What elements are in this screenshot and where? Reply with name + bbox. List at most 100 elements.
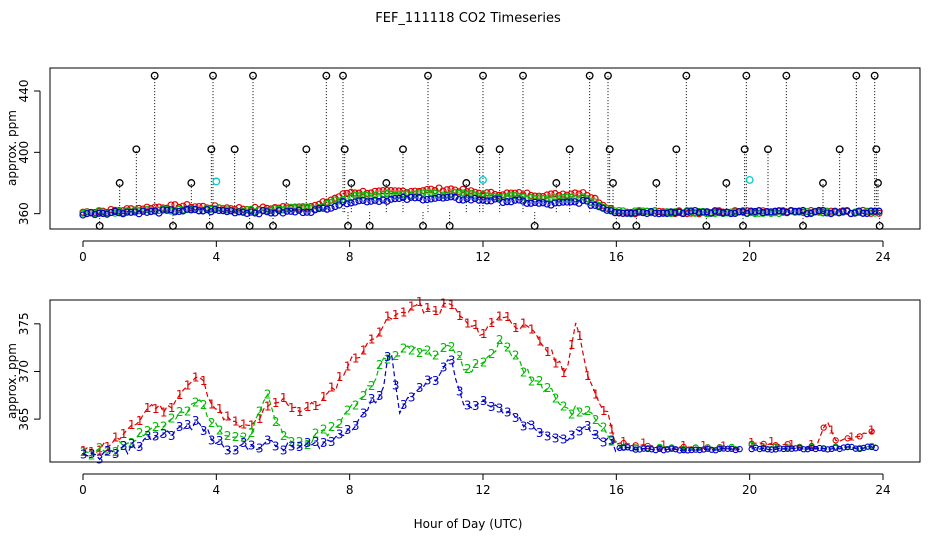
reference-point bbox=[764, 145, 772, 154]
series-3-point bbox=[839, 207, 847, 216]
series-2-marker: 2 bbox=[208, 416, 216, 430]
series-3-point bbox=[647, 207, 655, 216]
series-1-marker: 1 bbox=[620, 435, 627, 448]
series-3-point bbox=[723, 208, 731, 216]
series-2-marker: 2 bbox=[312, 427, 320, 441]
series-3-point bbox=[347, 199, 355, 207]
series-2-point bbox=[567, 193, 575, 201]
series-3-point bbox=[631, 209, 639, 217]
x-tick-label: 24 bbox=[875, 483, 890, 497]
series-3-point bbox=[163, 206, 171, 214]
series-3-marker: 3 bbox=[424, 373, 432, 387]
series-2-marker: 2 bbox=[328, 420, 336, 434]
series-2-marker: 2 bbox=[128, 436, 136, 450]
series-3-point bbox=[147, 207, 155, 215]
aux-point bbox=[745, 175, 754, 184]
reference-point bbox=[565, 145, 574, 154]
series-3-point bbox=[199, 207, 207, 215]
series-1-marker: 1 bbox=[280, 391, 288, 405]
series-3-marker: 3 bbox=[232, 443, 240, 457]
series-3-point bbox=[459, 196, 467, 204]
reference-point bbox=[740, 145, 749, 154]
reference-point bbox=[365, 221, 374, 230]
series-3-point bbox=[287, 207, 295, 215]
series-3-point bbox=[183, 205, 191, 213]
series-1-marker: 1 bbox=[448, 298, 456, 312]
top-plot-frame bbox=[49, 67, 921, 230]
series-3-point bbox=[511, 196, 519, 204]
series-2-point bbox=[803, 207, 811, 216]
series-3-point bbox=[644, 445, 651, 453]
series-3-point bbox=[299, 208, 307, 217]
series-3-point bbox=[763, 207, 771, 216]
series-1-marker: 1 bbox=[144, 401, 152, 415]
series-3-point bbox=[555, 199, 563, 207]
series-3-point bbox=[563, 198, 571, 206]
series-3-point bbox=[627, 209, 635, 217]
series-3-marker: 3 bbox=[576, 424, 584, 438]
series-2-point bbox=[135, 207, 143, 215]
series-3-point bbox=[207, 208, 215, 216]
series-3-point bbox=[747, 207, 755, 215]
reference-point bbox=[340, 145, 349, 154]
series-3-point bbox=[703, 208, 711, 216]
series-3-marker: 3 bbox=[480, 394, 488, 408]
series-3-point bbox=[443, 193, 451, 202]
series-2-point bbox=[451, 188, 459, 197]
series-3-point bbox=[635, 208, 643, 216]
series-3-point bbox=[543, 200, 551, 208]
series-2-marker: 2 bbox=[440, 341, 448, 355]
series-1-point bbox=[655, 207, 663, 216]
series-3-point bbox=[131, 208, 139, 216]
series-2-marker: 2 bbox=[392, 349, 400, 363]
series-3-point bbox=[439, 194, 447, 202]
series-3-point bbox=[327, 204, 335, 212]
series-3-point bbox=[91, 210, 99, 219]
series-3-point bbox=[579, 196, 587, 205]
series-3-point bbox=[151, 207, 159, 215]
reference-point bbox=[132, 145, 141, 154]
series-3-marker: 3 bbox=[544, 429, 552, 443]
series-2-marker: 2 bbox=[504, 341, 512, 355]
series-3-point bbox=[235, 208, 243, 216]
reference-point bbox=[150, 71, 159, 80]
series-1-marker: 1 bbox=[200, 374, 208, 388]
series-3-marker: 3 bbox=[264, 433, 272, 447]
series-3-marker: 3 bbox=[256, 442, 264, 456]
reference-point bbox=[819, 179, 827, 187]
series-3-point bbox=[547, 201, 555, 209]
reference-point bbox=[682, 71, 691, 80]
series-3-point bbox=[267, 209, 275, 217]
series-3-point bbox=[724, 445, 731, 452]
series-1-marker: 1 bbox=[788, 438, 795, 451]
series-2-point bbox=[459, 189, 467, 197]
series-3-point bbox=[355, 197, 363, 205]
series-1-point bbox=[143, 203, 151, 211]
series-2-point bbox=[307, 204, 315, 212]
series-3-point bbox=[640, 445, 647, 452]
series-3-point bbox=[491, 195, 499, 203]
series-3-point bbox=[531, 198, 539, 207]
series-3-point bbox=[663, 209, 671, 218]
reference-point bbox=[475, 145, 484, 154]
series-3-marker: 3 bbox=[280, 444, 288, 458]
series-3-point bbox=[636, 446, 643, 453]
series-3-marker: 3 bbox=[224, 443, 232, 457]
series-3-point bbox=[423, 195, 431, 204]
series-2-point bbox=[371, 191, 379, 199]
series-1-marker: 1 bbox=[416, 295, 424, 309]
series-2-marker: 2 bbox=[488, 347, 496, 361]
reference-point bbox=[782, 71, 791, 80]
series-3-marker: 3 bbox=[560, 432, 568, 446]
series-1-point bbox=[784, 440, 791, 448]
series-3-point bbox=[764, 446, 771, 453]
series-3-point bbox=[828, 445, 835, 453]
series-1-point bbox=[443, 186, 451, 194]
series-2-point bbox=[367, 192, 375, 201]
series-1-marker: 1 bbox=[352, 351, 360, 365]
series-3-marker: 3 bbox=[120, 439, 128, 453]
series-3-marker: 3 bbox=[352, 419, 360, 433]
series-3-marker: 3 bbox=[456, 385, 464, 399]
